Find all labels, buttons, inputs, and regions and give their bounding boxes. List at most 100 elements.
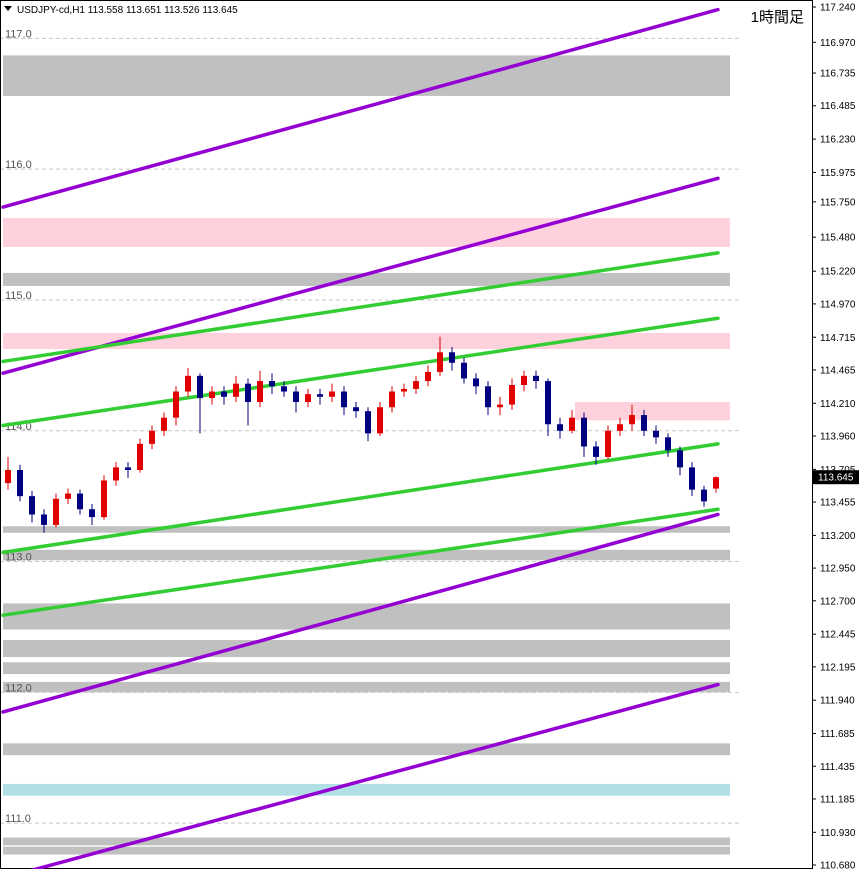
candle-body: [137, 443, 143, 471]
candle-body: [281, 386, 287, 392]
candle-body: [593, 446, 599, 457]
menu-arrow: [4, 6, 12, 11]
y-tick-label: 117.240: [820, 3, 856, 14]
chart-title: USDJPY-cd,H1 113.558 113.651 113.526 113…: [17, 5, 238, 16]
candle-body: [65, 493, 71, 499]
y-tick-label: 116.230: [820, 135, 856, 146]
y-tick-label: 111.185: [820, 794, 855, 805]
y-tick-label: 115.220: [820, 267, 856, 278]
y-tick-label: 113.960: [820, 432, 856, 443]
price-zone: [3, 640, 730, 658]
candle-body: [341, 391, 347, 408]
price-zone: [3, 837, 730, 846]
candle-body: [569, 417, 575, 431]
trendline: [1, 7, 720, 209]
candle-body: [209, 391, 215, 399]
candle-body: [521, 375, 527, 385]
candle-body: [533, 375, 539, 382]
candle-body: [425, 371, 431, 382]
candle-body: [161, 417, 167, 431]
candle-body: [53, 498, 59, 525]
candle-body: [185, 375, 191, 392]
price-zone: [3, 681, 730, 693]
trendline: [1, 512, 720, 714]
candle-body: [605, 430, 611, 457]
price-zone: [3, 783, 730, 796]
candle-body: [293, 391, 299, 402]
candle-body: [377, 407, 383, 434]
price-zone: [3, 846, 730, 855]
candle-body: [677, 450, 683, 468]
candle-body: [221, 391, 227, 397]
price-zone: [3, 603, 730, 630]
y-tick-label: 112.950: [820, 564, 856, 575]
candle-body: [413, 381, 419, 389]
trendline: [1, 176, 720, 375]
y-tick-label: 116.970: [820, 38, 856, 49]
candle-body: [437, 352, 443, 372]
timeframe-label: 1時間足: [751, 9, 804, 26]
y-tick-label: 112.195: [820, 662, 856, 673]
y-tick-label: 114.210: [820, 399, 856, 410]
price-zone: [3, 743, 730, 756]
y-tick-label: 114.465: [820, 365, 856, 376]
y-tick-label: 116.485: [820, 101, 856, 112]
price-zone: [3, 55, 730, 96]
candle-body: [665, 437, 671, 451]
price-zone: [3, 549, 730, 561]
candle-body: [101, 480, 107, 518]
candle-body: [629, 415, 635, 425]
y-tick-label: 115.975: [820, 168, 856, 179]
price-zone: [575, 401, 730, 421]
candle-body: [689, 467, 695, 490]
candle-body: [485, 386, 491, 408]
candle-body: [77, 493, 83, 510]
price-axis: 117.240 116.970 116.735 116.485 116.230 115.9…: [812, 3, 859, 870]
candle-body: [197, 375, 203, 399]
candle-body: [653, 430, 659, 438]
candle-body: [701, 489, 707, 502]
candle-body: [257, 381, 263, 402]
candle-body: [173, 391, 179, 418]
candle-body: [113, 467, 119, 481]
plot-frame: [0, 0, 813, 869]
candle-body: [509, 384, 515, 405]
grid-label: 112.0: [5, 682, 32, 694]
candle-body: [89, 509, 95, 518]
candle-body: [17, 470, 23, 497]
candle-body: [365, 411, 371, 434]
current-price: 113.645: [818, 473, 854, 484]
candle-body: [41, 514, 47, 525]
candle-body: [245, 383, 251, 402]
candle-body: [233, 383, 239, 397]
candle-body: [581, 417, 587, 447]
price-zone: [3, 526, 730, 533]
y-tick-label: 111.435: [820, 762, 855, 773]
candle-body: [461, 362, 467, 379]
candle-body: [641, 415, 647, 431]
y-tick-label: 110.930: [820, 828, 856, 839]
y-tick-label: 113.455: [820, 498, 856, 509]
candle-body: [545, 381, 551, 425]
price-zone: [3, 272, 730, 286]
candle-body: [449, 352, 455, 363]
y-tick-label: 115.750: [820, 197, 856, 208]
y-tick-label: 113.200: [820, 531, 856, 542]
current-price-box: [813, 470, 859, 485]
trendline: [1, 442, 720, 555]
candle-body: [317, 394, 323, 397]
candle-body: [389, 391, 395, 408]
candle-body: [473, 378, 479, 387]
y-tick-label: 115.480: [820, 233, 856, 244]
grid-label: 113.0: [5, 552, 32, 564]
trendline: [1, 251, 720, 364]
candle-body: [305, 394, 311, 402]
y-tick-label: 110.680: [820, 861, 856, 870]
candle-body: [713, 477, 719, 489]
candle-body: [329, 391, 335, 397]
grid-label: 117.0: [5, 28, 32, 40]
trendline: [1, 507, 720, 617]
candle-body: [497, 404, 503, 408]
